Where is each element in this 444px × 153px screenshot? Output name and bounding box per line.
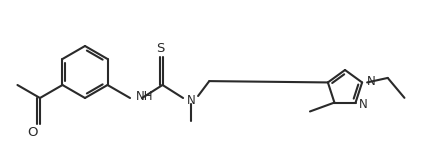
Text: S: S — [156, 41, 165, 54]
Text: N: N — [359, 98, 367, 111]
Text: N: N — [186, 93, 195, 106]
Text: NH: NH — [136, 91, 154, 103]
Text: N: N — [367, 75, 376, 88]
Text: O: O — [28, 125, 38, 138]
